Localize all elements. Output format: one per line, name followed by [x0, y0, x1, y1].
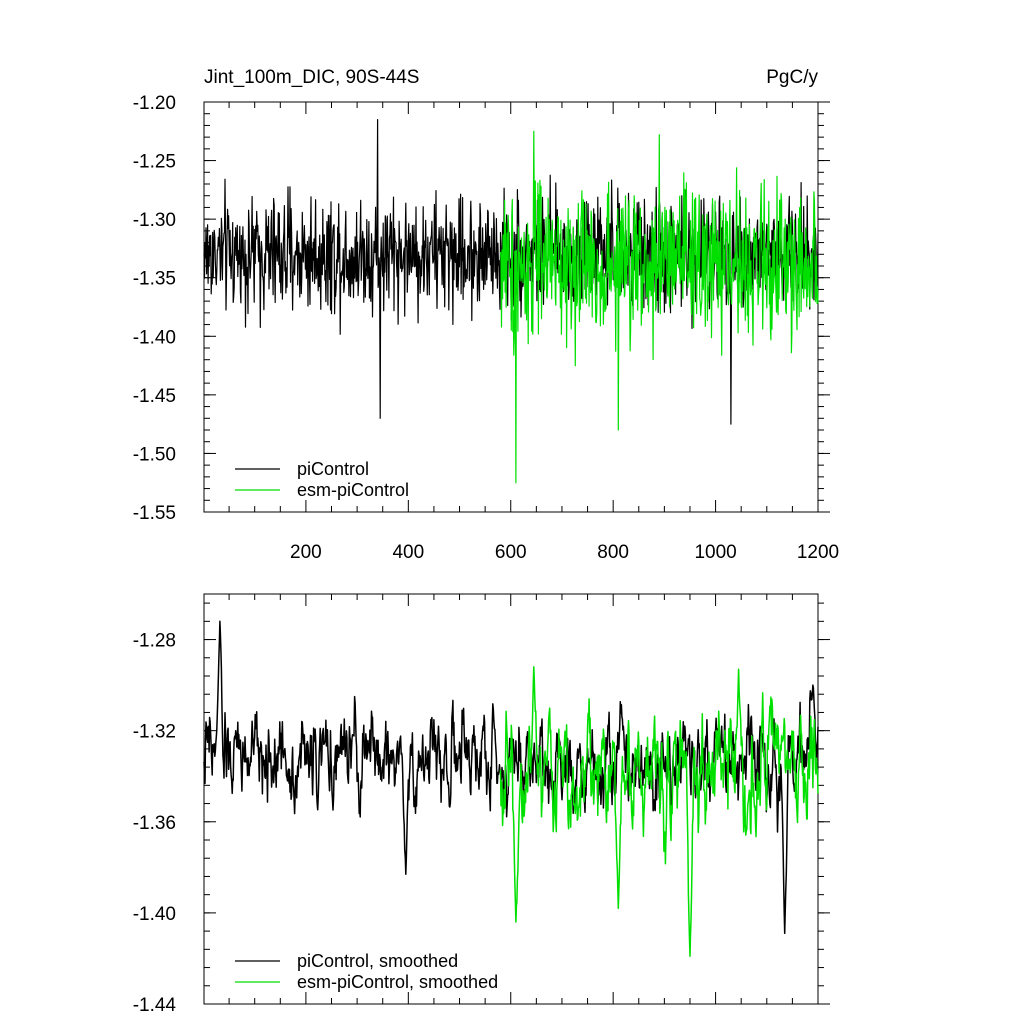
- series-line-esm-picontrol: [499, 130, 819, 484]
- x-tick-label: 800: [597, 542, 629, 563]
- y-tick-label: -1.40: [133, 327, 176, 348]
- top-title: Jint_100m_DIC, 90S-44S: [204, 67, 419, 88]
- top-panel: Jint_100m_DIC, 90S-44S PgC/y 200 400 600 80…: [133, 67, 839, 563]
- series-line-picontrol-smoothed: [203, 620, 819, 935]
- bottom-series-lines: [203, 620, 819, 957]
- bottom-plot-frame: [203, 593, 819, 1005]
- x-tick-label: 400: [392, 542, 424, 563]
- bottom-panel: -1.28 -1.32 -1.36 -1.40 -1.44 piControl, smo…: [133, 593, 830, 1016]
- y-tick-label: -1.25: [133, 152, 176, 173]
- y-tick-label: -1.45: [133, 386, 176, 407]
- y-tick-label: -1.36: [133, 813, 176, 834]
- y-tick-label: -1.20: [133, 93, 176, 114]
- x-tick-label: 1000: [694, 542, 736, 563]
- top-series-lines: [203, 119, 819, 484]
- top-units: PgC/y: [766, 67, 818, 88]
- top-legend: piControl esm-piControl: [235, 459, 409, 500]
- x-tick-label: 1200: [797, 542, 839, 563]
- x-tick-label: 600: [495, 542, 527, 563]
- top-axis-ticks: 200 400 600 800 1000 1200 -1.20 -1.25 -1.30 -1.35…: [133, 93, 839, 563]
- legend-label-picontrol: piControl: [297, 459, 369, 479]
- legend-label-esm-picontrol: esm-piControl: [297, 480, 409, 500]
- y-tick-label: -1.50: [133, 444, 176, 465]
- y-tick-label: -1.30: [133, 210, 176, 231]
- series-line-esm-picontrol-smoothed: [499, 666, 819, 957]
- y-tick-label: -1.35: [133, 269, 176, 290]
- y-tick-label: -1.40: [133, 904, 176, 925]
- legend-label-picontrol-smoothed: piControl, smoothed: [297, 951, 458, 971]
- legend-label-esm-picontrol-smoothed: esm-piControl, smoothed: [297, 972, 498, 992]
- bottom-legend: piControl, smoothed esm-piControl, smoot…: [235, 951, 498, 992]
- y-tick-label: -1.55: [133, 503, 176, 524]
- y-tick-label: -1.44: [133, 995, 177, 1016]
- bottom-axis-ticks: -1.28 -1.32 -1.36 -1.40 -1.44: [133, 594, 830, 1016]
- y-tick-label: -1.28: [133, 631, 176, 652]
- x-tick-label: 200: [290, 542, 322, 563]
- y-tick-label: -1.32: [133, 722, 176, 743]
